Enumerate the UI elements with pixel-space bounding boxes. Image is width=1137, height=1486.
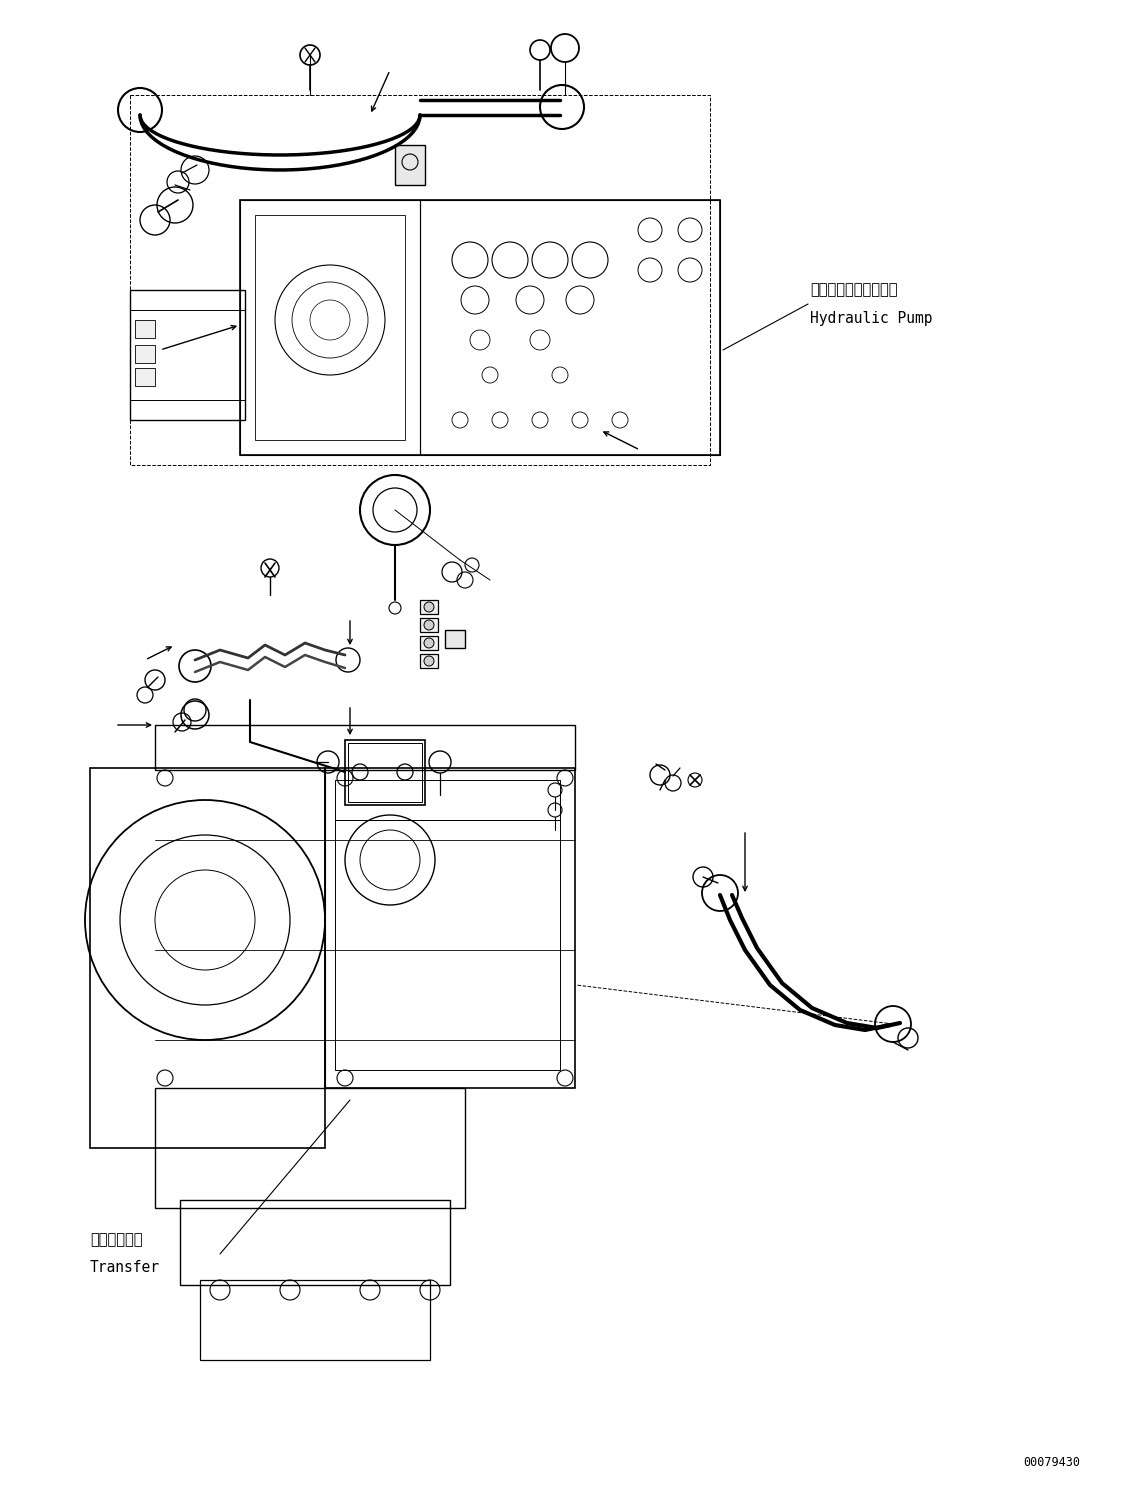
Bar [445, 630, 465, 648]
Bar [130, 311, 244, 400]
Bar [155, 725, 575, 770]
Text: ハイドロリックポンプ: ハイドロリックポンプ [810, 282, 897, 297]
Bar [348, 743, 422, 802]
Bar [395, 146, 425, 184]
Bar [130, 95, 709, 465]
Bar [345, 740, 425, 805]
Circle shape [424, 637, 434, 648]
Text: トランスファ: トランスファ [90, 1232, 142, 1248]
Bar [335, 780, 561, 820]
Bar [155, 1088, 465, 1208]
Bar [90, 768, 325, 1149]
Bar [325, 768, 575, 1088]
Circle shape [424, 655, 434, 666]
Bar [420, 201, 720, 455]
Bar [240, 201, 420, 455]
Circle shape [424, 620, 434, 630]
Bar [420, 654, 438, 669]
Text: Hydraulic Pump: Hydraulic Pump [810, 311, 932, 325]
Bar [255, 215, 405, 440]
Bar [135, 319, 155, 337]
Bar [335, 820, 561, 1070]
Circle shape [424, 602, 434, 612]
Bar [420, 600, 438, 614]
Bar [420, 618, 438, 632]
Text: 00079430: 00079430 [1023, 1455, 1080, 1468]
Bar [420, 636, 438, 649]
Bar [180, 1201, 450, 1285]
Bar [135, 345, 155, 363]
Bar [135, 369, 155, 386]
Bar [240, 201, 720, 455]
Bar [130, 290, 244, 421]
Bar [200, 1279, 430, 1360]
Text: Transfer: Transfer [90, 1260, 160, 1275]
